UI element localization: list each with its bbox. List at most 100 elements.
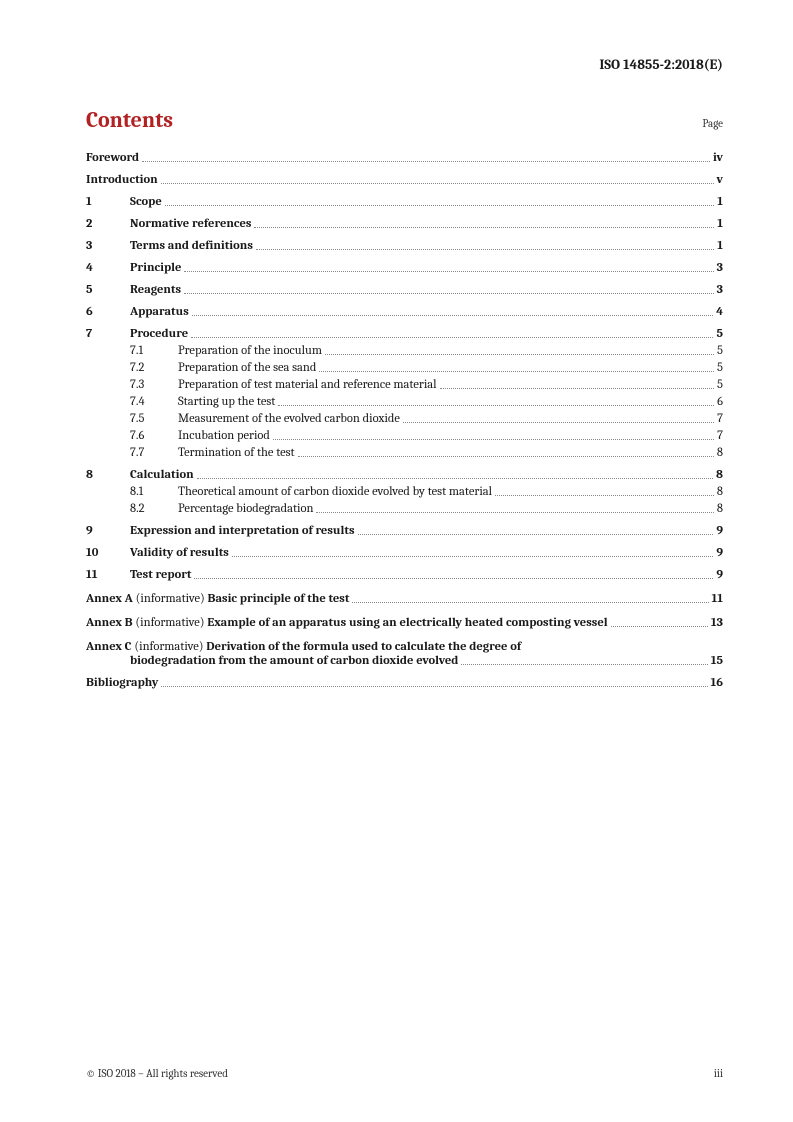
toc-entry-test-report[interactable]: 11 Test report 9 (86, 568, 723, 582)
toc-page: 5 (717, 344, 723, 358)
toc-page: 8 (716, 468, 723, 482)
toc-page: 7 (717, 412, 723, 426)
toc-subnum: 7.6 (130, 429, 178, 443)
toc-page: iv (713, 151, 723, 165)
toc-entry-7-1[interactable]: 7.1 Preparation of the inoculum 5 (86, 344, 723, 358)
toc-num: 7 (86, 327, 130, 341)
document-page: ISO 14855-2:2018(E) Contents Page Forewo… (0, 0, 793, 1122)
toc-entry-scope[interactable]: 1 Scope 1 (86, 195, 723, 209)
annex-title-l1: Derivation of the formula used to calcul… (206, 640, 521, 654)
toc-entry-7-5[interactable]: 7.5 Measurement of the evolved carbon di… (86, 412, 723, 426)
toc-subnum: 7.4 (130, 395, 178, 409)
toc-label: Introduction (86, 173, 158, 187)
toc-page: 3 (717, 283, 723, 297)
toc-page: 4 (716, 305, 723, 319)
toc-entry-7-7[interactable]: 7.7 Termination of the test 8 (86, 446, 723, 460)
annex-paren: (informative) (136, 592, 205, 606)
dot-leader (495, 495, 714, 496)
toc-page: 9 (716, 568, 723, 582)
footer-page-number: iii (714, 1067, 723, 1080)
toc-label: Normative references (130, 217, 251, 231)
toc-num: 4 (86, 261, 130, 275)
toc-num: 8 (86, 468, 130, 482)
toc-entry-principle[interactable]: 4 Principle 3 (86, 261, 723, 275)
toc-entry-terms[interactable]: 3 Terms and definitions 1 (86, 239, 723, 253)
toc-subnum: 7.7 (130, 446, 178, 460)
toc-label: Principle (130, 261, 181, 275)
toc-subnum: 7.3 (130, 378, 178, 392)
dot-leader (273, 439, 714, 440)
toc-page: 9 (716, 546, 723, 560)
dot-leader (325, 354, 714, 355)
toc-subnum: 7.2 (130, 361, 178, 375)
toc-entry-reagents[interactable]: 5 Reagents 3 (86, 283, 723, 297)
toc-entry-apparatus[interactable]: 6 Apparatus 4 (86, 305, 723, 319)
toc-num: 2 (86, 217, 130, 231)
dot-leader (440, 388, 715, 389)
toc-label: Validity of results (130, 546, 229, 560)
dot-leader (165, 205, 715, 206)
dot-leader (254, 227, 714, 228)
toc-entry-7-6[interactable]: 7.6 Incubation period 7 (86, 429, 723, 443)
toc-entry-foreword[interactable]: Foreword iv (86, 151, 723, 165)
toc-page: 8 (717, 502, 723, 516)
toc-label: Foreword (86, 151, 139, 165)
toc-num: 9 (86, 524, 130, 538)
dot-leader (461, 664, 707, 665)
toc-entry-annex-c[interactable]: Annex C (informative) Derivation of the … (86, 640, 723, 668)
toc-label: Measurement of the evolved carbon dioxid… (178, 412, 400, 426)
toc-label: Calculation (130, 468, 194, 482)
toc-page: 15 (711, 654, 723, 668)
toc-entry-validity[interactable]: 10 Validity of results 9 (86, 546, 723, 560)
dot-leader (142, 161, 710, 162)
toc-entry-7-2[interactable]: 7.2 Preparation of the sea sand 5 (86, 361, 723, 375)
toc-page: 3 (717, 261, 723, 275)
toc-label: Bibliography (86, 676, 158, 690)
toc-label: Terms and definitions (130, 239, 253, 253)
dot-leader (298, 456, 714, 457)
contents-heading: Contents (86, 107, 173, 133)
toc-entry-7-3[interactable]: 7.3 Preparation of test material and ref… (86, 378, 723, 392)
toc-page: 1 (717, 195, 723, 209)
toc-label: Apparatus (130, 305, 189, 319)
annex-title: Basic principle of the test (208, 592, 350, 606)
annex-paren: (informative) (135, 616, 204, 630)
toc-entry-bibliography[interactable]: Bibliography 16 (86, 676, 723, 690)
toc-entry-annex-a[interactable]: Annex A (informative) Basic principle of… (86, 592, 723, 606)
toc-entry-procedure[interactable]: 7 Procedure 5 (86, 327, 723, 341)
annex-label: Annex B (86, 616, 133, 630)
toc-label: Reagents (130, 283, 181, 297)
annex-line1: Annex C (informative) Derivation of the … (86, 640, 723, 654)
toc-label: Preparation of the inoculum (178, 344, 322, 358)
toc-entry-calculation[interactable]: 8 Calculation 8 (86, 468, 723, 482)
dot-leader (191, 337, 713, 338)
toc-entry-8-2[interactable]: 8.2 Percentage biodegradation 8 (86, 502, 723, 516)
toc-page: 5 (717, 378, 723, 392)
page-column-label: Page (702, 117, 723, 130)
dot-leader (403, 422, 714, 423)
toc-entry-introduction[interactable]: Introduction v (86, 173, 723, 187)
toc-num: 11 (86, 568, 130, 582)
toc-subnum: 7.1 (130, 344, 178, 358)
toc-page: 7 (717, 429, 723, 443)
dot-leader (319, 371, 714, 372)
toc-page: 8 (717, 485, 723, 499)
dot-leader (184, 293, 714, 294)
dot-leader (358, 534, 714, 535)
toc-label: Expression and interpretation of results (130, 524, 355, 538)
dot-leader (194, 578, 713, 579)
toc-entry-8-1[interactable]: 8.1 Theoretical amount of carbon dioxide… (86, 485, 723, 499)
dot-leader (184, 271, 713, 272)
dot-leader (192, 315, 713, 316)
toc-entry-expression[interactable]: 9 Expression and interpretation of resul… (86, 524, 723, 538)
toc-label: Incubation period (178, 429, 270, 443)
toc-entry-normative-references[interactable]: 2 Normative references 1 (86, 217, 723, 231)
toc-label: Theoretical amount of carbon dioxide evo… (178, 485, 492, 499)
toc-page: 1 (717, 239, 723, 253)
annex-title: Example of an apparatus using an electri… (207, 616, 607, 630)
toc-entry-annex-b[interactable]: Annex B (informative) Example of an appa… (86, 616, 723, 630)
toc-entry-7-4[interactable]: 7.4 Starting up the test 6 (86, 395, 723, 409)
toc-label: Scope (130, 195, 162, 209)
dot-leader (278, 405, 714, 406)
toc-page: 1 (717, 217, 723, 231)
